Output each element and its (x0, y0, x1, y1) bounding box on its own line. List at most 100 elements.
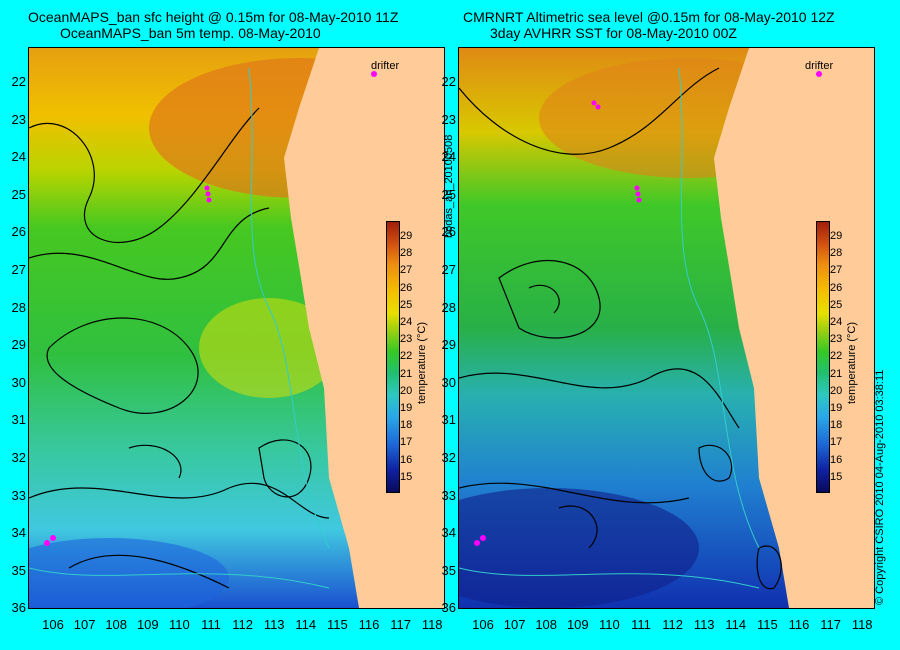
x-tick-label: 118 (851, 617, 873, 632)
y-tick-label: 33 (11, 487, 26, 503)
colorbar-tick-label: 24 (400, 316, 413, 328)
right-colorbar-title: temperature (°C) (846, 321, 858, 404)
colorbar-tick-label: 17 (830, 436, 843, 449)
x-tick-label: 107 (503, 617, 526, 632)
y-tick-label: 34 (441, 525, 456, 541)
y-tick-label: 26 (441, 224, 456, 240)
x-tick-label: 114 (295, 617, 317, 632)
y-tick-label: 22 (11, 74, 26, 89)
x-tick-label: 113 (263, 617, 285, 632)
colorbar-tick-label: 17 (400, 436, 413, 449)
x-tick-label: 111 (201, 617, 221, 632)
y-tick-label: 25 (11, 186, 26, 202)
x-tick-label: 115 (757, 617, 778, 632)
colorbar-tick-label: 28 (830, 247, 843, 260)
colorbar-tick-label: 20 (400, 384, 413, 397)
x-tick-label: 108 (535, 617, 558, 632)
y-tick-label: 32 (11, 450, 26, 465)
colorbar-tick-label: 16 (400, 453, 413, 466)
colorbar-tick-label: 22 (400, 350, 413, 363)
y-tick-label: 23 (11, 111, 26, 127)
colorbar-tick-label: 19 (400, 402, 413, 414)
y-tick-label: 33 (441, 487, 456, 503)
colorbar-tick-label: 24 (830, 316, 843, 328)
y-tick-label: 30 (441, 374, 456, 390)
x-tick-label: 109 (136, 617, 159, 632)
right-map-graphic (459, 48, 874, 608)
colorbar-tick-label: 15 (830, 470, 843, 483)
colorbar-tick-label: 28 (400, 247, 413, 260)
left-map: drifter (28, 47, 445, 609)
x-tick-label: 116 (788, 617, 810, 632)
y-tick-label: 32 (441, 450, 456, 465)
x-tick-label: 117 (390, 617, 411, 632)
colorbar-tick-label: 27 (830, 264, 843, 277)
colorbar-tick-label: 23 (400, 333, 413, 346)
y-tick-label: 31 (441, 412, 456, 428)
left-map-graphic (29, 48, 444, 608)
y-tick-label: 24 (441, 149, 456, 165)
x-tick-label: 108 (105, 617, 128, 632)
colorbar-tick-label: 25 (400, 298, 413, 311)
y-tick-label: 27 (441, 262, 456, 277)
y-tick-label: 28 (441, 299, 456, 315)
y-tick-label: 22 (441, 74, 456, 89)
x-tick-label: 109 (566, 617, 589, 632)
x-tick-label: 116 (358, 617, 380, 632)
x-tick-label: 114 (725, 617, 747, 632)
colorbar-tick-label: 25 (830, 298, 843, 311)
right-title-line2: 3day AVHRR SST for 08-May-2010 00Z (490, 25, 737, 41)
y-tick-label: 34 (11, 525, 26, 541)
colorbar-tick-label: 21 (400, 367, 413, 380)
colorbar-tick-label: 22 (830, 350, 843, 363)
colorbar-tick-label: 15 (400, 470, 413, 483)
x-tick-label: 111 (631, 617, 651, 632)
x-tick-label: 110 (599, 617, 620, 632)
x-tick-label: 112 (232, 617, 253, 632)
colorbar-tick-label: 18 (830, 419, 843, 432)
left-title-line1: OceanMAPS_ban sfc height @ 0.15m for 08-… (28, 9, 399, 25)
y-tick-label: 26 (11, 224, 26, 240)
right-map: drifter (458, 47, 875, 609)
analysis-id-label: bodas_an_20100508 (443, 134, 455, 238)
colorbar-tick-label: 26 (400, 281, 413, 294)
y-tick-label: 36 (11, 600, 26, 616)
colorbar-tick-label: 23 (830, 333, 843, 346)
right-title-line1: CMRNRT Altimetric sea level @0.15m for 0… (463, 9, 835, 25)
right-colorbar (816, 221, 830, 493)
y-tick-label: 29 (441, 337, 456, 353)
colorbar-tick-label: 16 (830, 453, 843, 466)
x-tick-label: 112 (662, 617, 683, 632)
copyright-label: © Copyright CSIRO 2010 04-Aug-2010 03:38… (874, 369, 886, 605)
left-colorbar (386, 221, 400, 493)
x-tick-label: 113 (693, 617, 715, 632)
colorbar-tick-label: 27 (400, 264, 413, 277)
left-title-line2: OceanMAPS_ban 5m temp. 08-May-2010 (60, 25, 321, 41)
y-tick-label: 25 (441, 186, 456, 202)
x-tick-label: 118 (421, 617, 443, 632)
x-tick-label: 107 (73, 617, 96, 632)
left-colorbar-title: temperature (°C) (416, 321, 428, 404)
colorbar-tick-label: 21 (830, 367, 843, 380)
y-tick-label: 35 (11, 562, 26, 578)
y-tick-label: 28 (11, 299, 26, 315)
x-tick-label: 115 (327, 617, 348, 632)
y-tick-label: 27 (11, 262, 26, 277)
x-tick-label: 110 (169, 617, 190, 632)
left-drifter-label: drifter (371, 60, 400, 72)
x-tick-label: 106 (472, 617, 494, 632)
colorbar-tick-label: 26 (830, 281, 843, 294)
colorbar-tick-label: 20 (830, 384, 843, 397)
y-tick-label: 35 (441, 562, 456, 578)
right-drifter-label: drifter (805, 60, 834, 72)
x-tick-label: 117 (820, 617, 841, 632)
x-tick-label: 106 (42, 617, 64, 632)
y-tick-label: 29 (11, 337, 26, 353)
y-tick-label: 31 (11, 412, 26, 428)
colorbar-tick-label: 29 (400, 230, 413, 242)
y-tick-label: 30 (11, 374, 26, 390)
colorbar-tick-label: 29 (830, 230, 843, 242)
y-tick-label: 24 (11, 149, 26, 165)
colorbar-tick-label: 19 (830, 402, 843, 414)
y-tick-label: 23 (441, 111, 456, 127)
